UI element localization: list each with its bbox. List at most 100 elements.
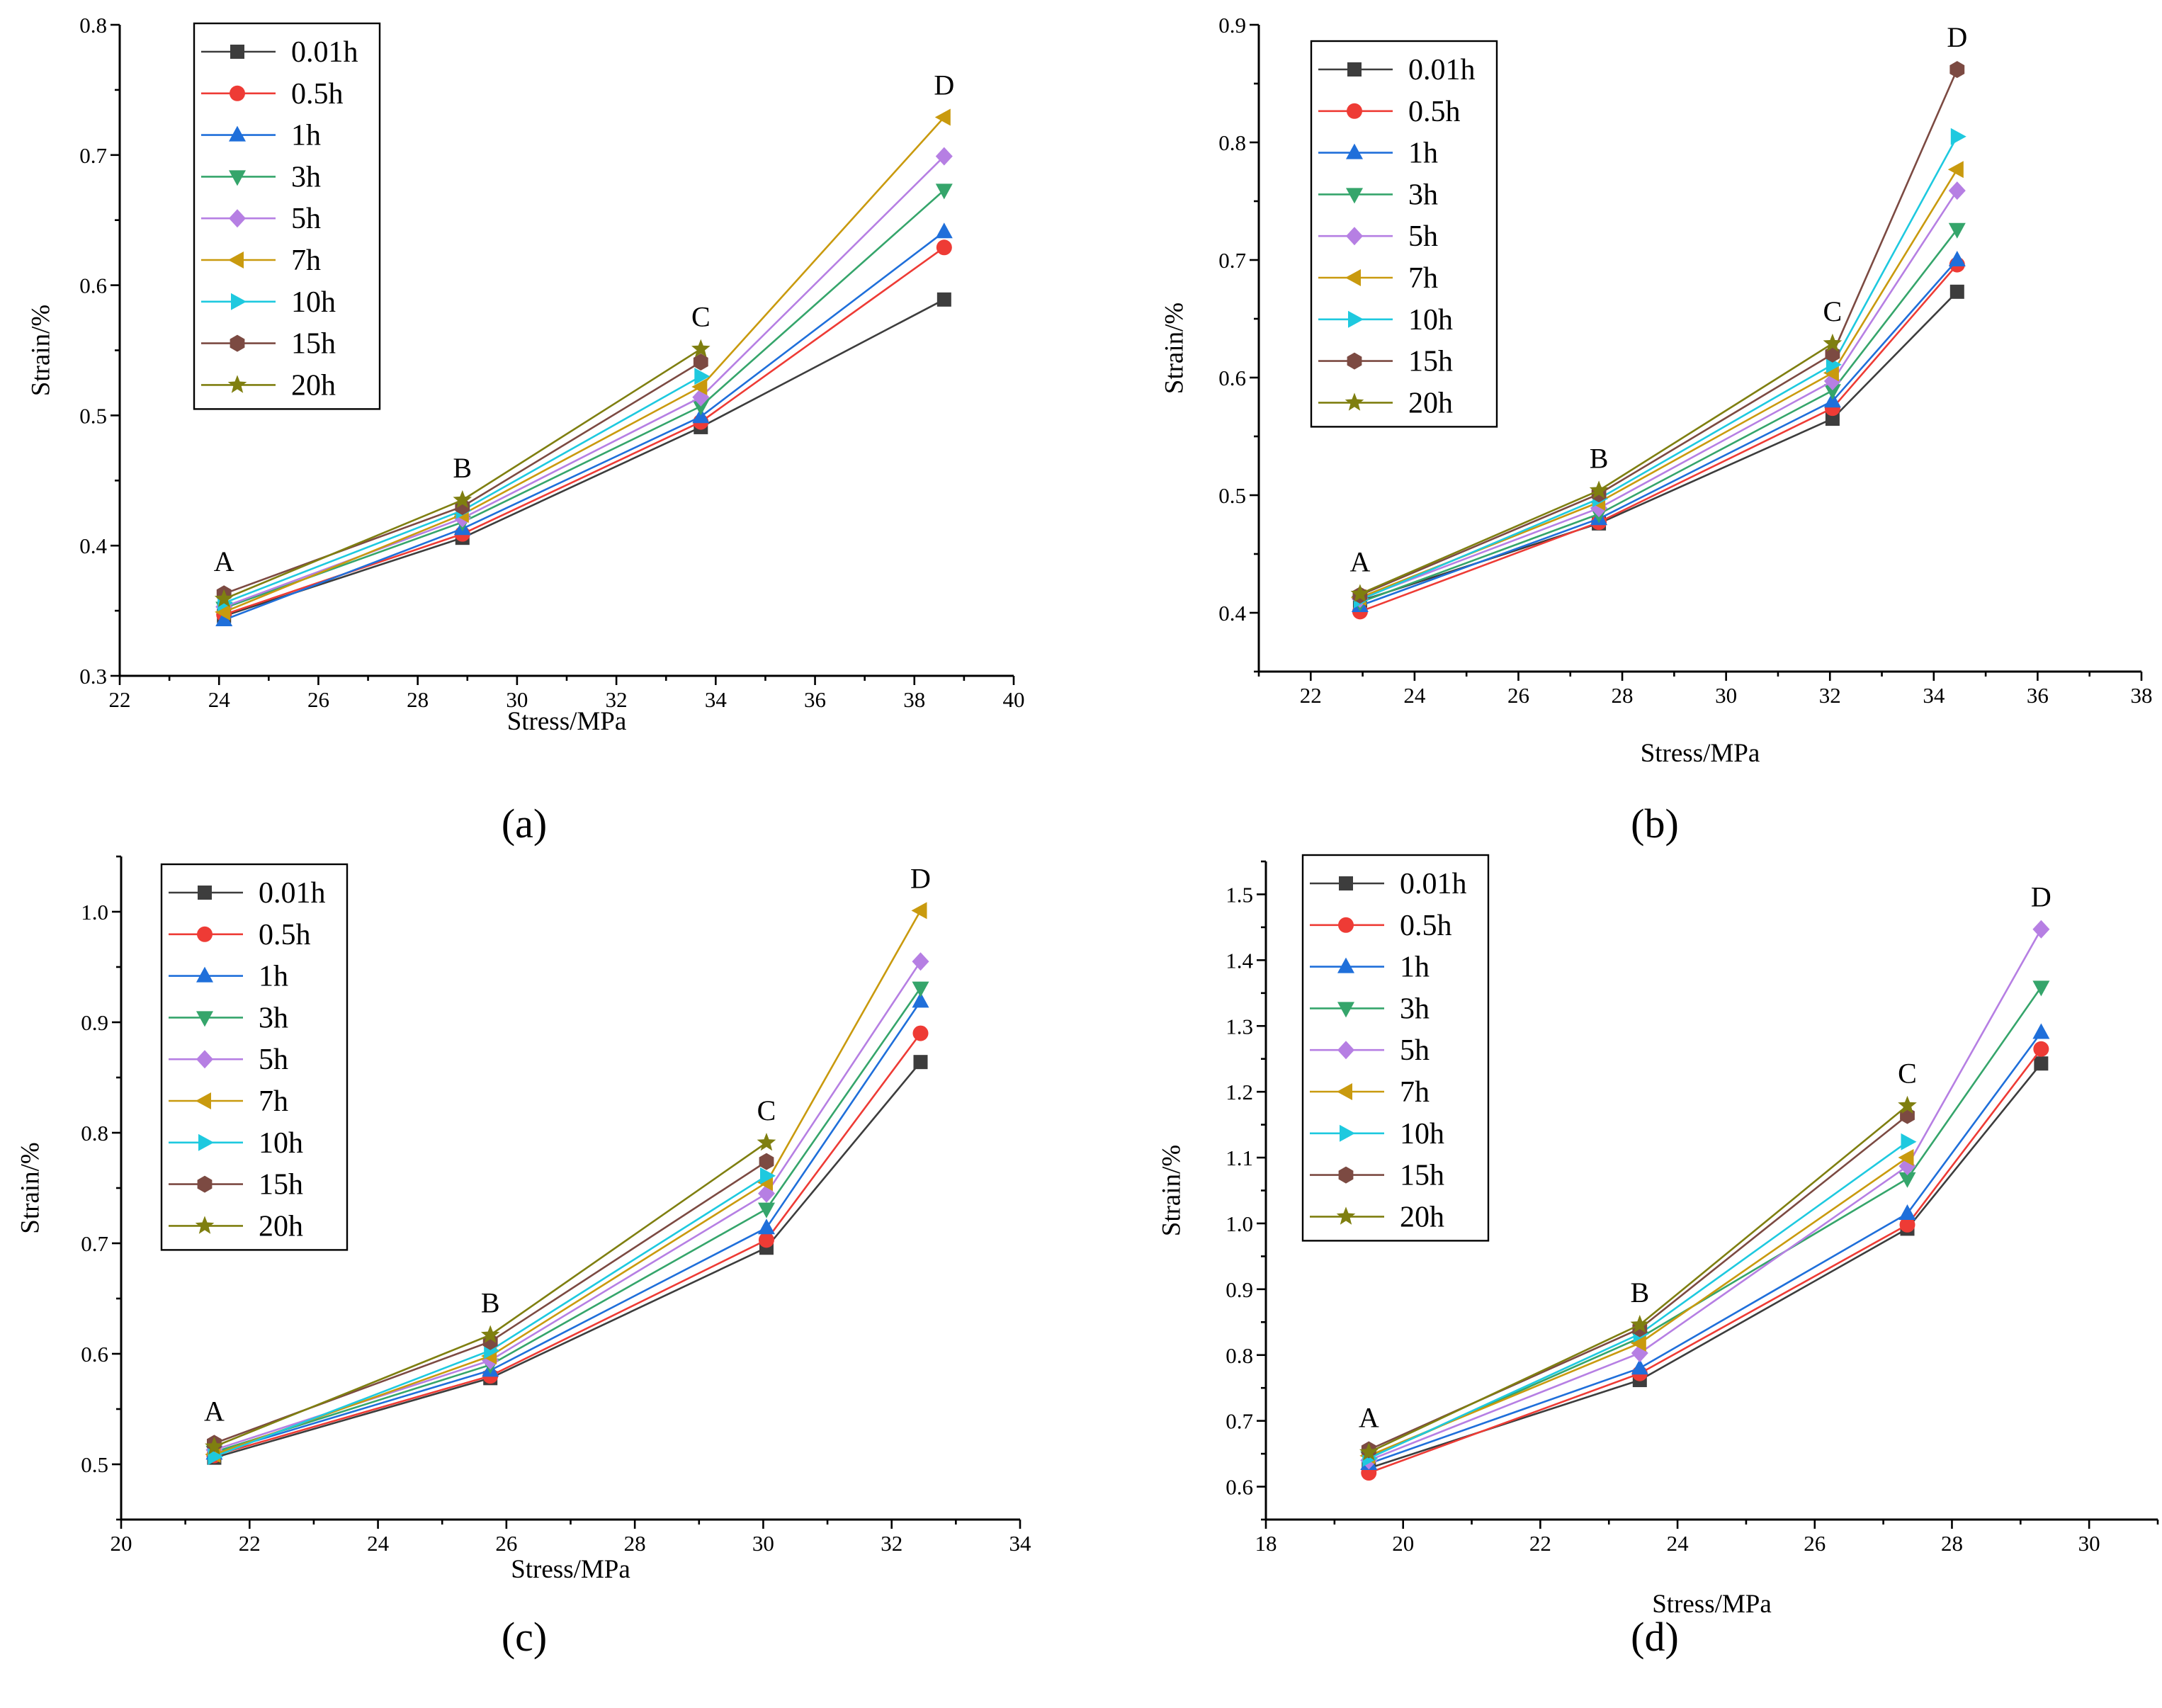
y-tick-label: 0.8 — [1226, 1343, 1253, 1368]
x-axis-title: Stress/MPa — [1641, 739, 1760, 768]
legend-marker-5h — [1337, 1041, 1354, 1060]
legend-entry: 1h — [169, 961, 288, 993]
series-line-0-01h — [214, 1061, 922, 1459]
x-tick-label: 32 — [881, 1531, 902, 1556]
data-point-20h — [453, 490, 472, 509]
data-point-1h — [2032, 1023, 2050, 1039]
legend-marker-0-01h — [198, 886, 212, 900]
y-tick-label: 0.8 — [81, 1121, 108, 1146]
series-line-10h — [1359, 136, 1958, 601]
x-tick-label: 28 — [1612, 683, 1634, 708]
series-line-3h — [223, 189, 945, 609]
data-point-15h — [693, 354, 708, 371]
legend-entry: 7h — [1310, 1076, 1430, 1109]
data-point-1h — [215, 611, 233, 626]
x-tick-label: 22 — [239, 1531, 261, 1556]
legend-label: 0.01h — [291, 36, 358, 69]
legend-entry: 20h — [1310, 1201, 1444, 1233]
data-point-20h — [1823, 333, 1843, 352]
x-tick-label: 26 — [495, 1531, 517, 1556]
x-axis-title: Stress/MPa — [1652, 1590, 1772, 1619]
data-point-3h — [2032, 980, 2050, 997]
point-annotation: A — [1359, 1402, 1379, 1434]
data-point-1h — [935, 222, 953, 239]
legend-marker-7h — [196, 1092, 211, 1109]
y-tick-label: 0.8 — [79, 13, 107, 38]
legend-entry: 1h — [201, 120, 321, 152]
point-annotation: C — [1898, 1058, 1917, 1090]
y-tick-label: 0.4 — [1218, 601, 1246, 626]
x-tick-label: 26 — [307, 687, 329, 712]
legend-label: 20h — [259, 1210, 303, 1243]
data-point-0-5h — [758, 1232, 774, 1248]
data-point-20h — [1350, 584, 1370, 602]
y-tick-label: 0.5 — [1218, 483, 1246, 508]
series-20h — [1359, 1095, 1917, 1461]
panel-label: (d) — [1631, 1614, 1679, 1660]
y-tick-label: 1.2 — [1226, 1080, 1253, 1104]
data-point-20h — [1630, 1315, 1650, 1333]
y-tick-label: 0.9 — [1218, 13, 1246, 38]
legend-box — [1301, 854, 1490, 1242]
legend-entry: 5h — [169, 1044, 288, 1076]
legend-label: 1h — [1408, 137, 1438, 170]
legend-marker-3h — [196, 1011, 213, 1027]
panel-label: (a) — [502, 801, 547, 847]
series-line-7h — [213, 910, 922, 1456]
x-tick-label: 28 — [624, 1531, 646, 1556]
legend-marker-0-5h — [197, 926, 213, 942]
x-tick-label: 28 — [407, 687, 429, 712]
data-point-7h — [1630, 1335, 1646, 1352]
series-line-3h — [1359, 229, 1958, 604]
series-20h — [214, 339, 711, 607]
legend-marker-15h — [1347, 352, 1362, 370]
data-point-0-01h — [1949, 284, 1964, 299]
x-tick-label: 20 — [1392, 1531, 1414, 1556]
legend-label: 10h — [1400, 1118, 1444, 1150]
y-tick-label: 0.9 — [81, 1010, 108, 1035]
y-axis-title: Strain/% — [1158, 1145, 1187, 1236]
legend-marker-5h — [229, 209, 246, 228]
point-annotation: A — [1349, 545, 1370, 577]
data-point-10h — [760, 1167, 776, 1184]
point-annotation: D — [1947, 21, 1967, 53]
legend-label: 20h — [1400, 1201, 1444, 1233]
legend-entry: 10h — [169, 1127, 303, 1160]
panel-label: (b) — [1631, 801, 1679, 847]
series-line-7h — [223, 116, 945, 613]
x-tick-label: 24 — [367, 1531, 390, 1556]
legend-entry: 0.5h — [201, 78, 344, 111]
x-tick-label: 40 — [1003, 687, 1025, 712]
y-tick-label: 0.6 — [1218, 366, 1246, 390]
chart-panel-d: 18 20 22 24 26 28 30 0.6 0.7 0.8 0.9 1.0 1.1 1.2 1.3 1.… — [1158, 854, 2159, 1660]
data-point-20h — [691, 339, 711, 357]
x-tick-label: 22 — [1529, 1531, 1551, 1556]
legend-label: 5h — [1408, 220, 1438, 253]
legend-label: 0.01h — [1408, 54, 1476, 86]
series-20h — [205, 1133, 776, 1455]
chart-panel-c: 20 22 24 26 28 30 32 34 0.5 0.6 0.7 0.8 0.9 1.0 Stress… — [16, 855, 1031, 1660]
data-point-0-5h — [1899, 1216, 1915, 1233]
legend-marker-20h — [227, 375, 247, 393]
legend-label: 0.5h — [1408, 96, 1461, 128]
legend-label: 5h — [1400, 1034, 1430, 1067]
series-line-1h — [1359, 259, 1958, 607]
data-point-7h — [1898, 1149, 1914, 1166]
legend-marker-1h — [1346, 143, 1363, 159]
data-point-10h — [694, 368, 711, 385]
legend-entry: 20h — [1318, 387, 1453, 419]
y-axis-title: Strain/% — [16, 1142, 45, 1233]
legend-label: 20h — [1408, 387, 1453, 419]
data-point-5h — [1948, 181, 1966, 200]
legend-label: 1h — [1400, 951, 1430, 984]
data-point-3h — [1948, 222, 1966, 239]
point-annotation: C — [1823, 295, 1843, 327]
y-tick-label: 1.0 — [1226, 1211, 1253, 1236]
legend-marker-0-5h — [1338, 917, 1354, 933]
legend-label: 15h — [291, 328, 336, 361]
legend-marker-1h — [196, 966, 213, 983]
legend-label: 15h — [1408, 346, 1453, 378]
point-annotation: D — [910, 862, 931, 894]
legend-marker-10h — [1348, 310, 1364, 328]
